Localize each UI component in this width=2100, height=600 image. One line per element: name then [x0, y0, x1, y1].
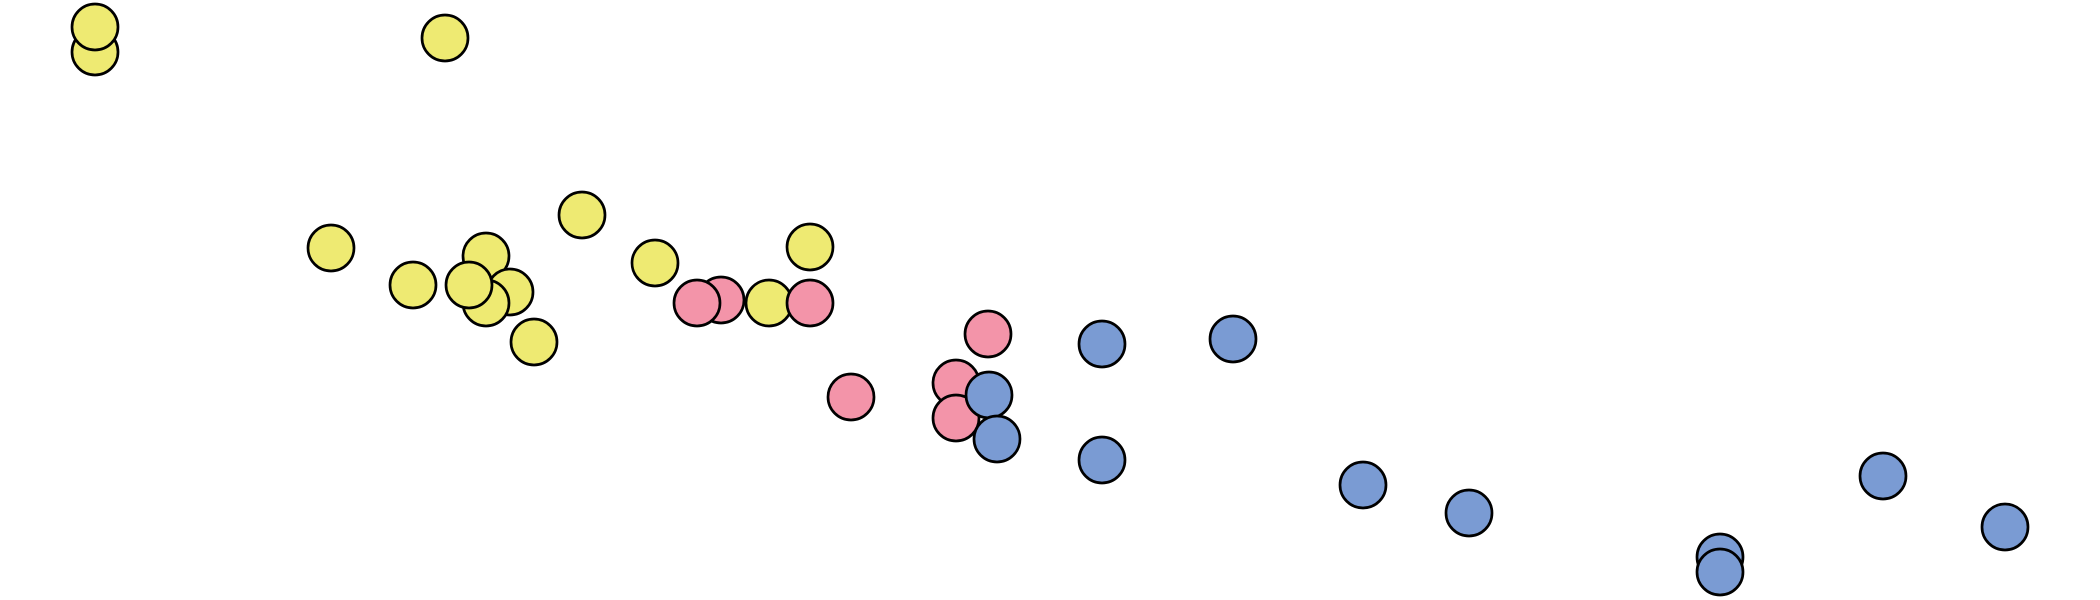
scatter-point-s2-2: [672, 278, 722, 328]
scatter-point-s1-2: [70, 2, 120, 52]
scatter-point-s3-7: [1444, 488, 1494, 538]
scatter-point-s3-6: [1338, 460, 1388, 510]
scatter-point-s2-7: [931, 393, 981, 443]
series-2: [672, 275, 1013, 443]
scatter-point-s2-5: [826, 372, 876, 422]
scatter-point-s2-3: [785, 278, 835, 328]
scatter-point-s1-12: [630, 238, 680, 288]
scatter-point-s3-11: [1980, 502, 2030, 552]
scatter-point-s1-5: [388, 260, 438, 310]
series-1: [70, 2, 835, 367]
scatter-point-s3-3: [1077, 319, 1127, 369]
scatter-point-s3-5: [1077, 435, 1127, 485]
scatter-point-s3-10: [1858, 451, 1908, 501]
scatter-point-s2-4: [963, 309, 1013, 359]
scatter-point-s1-4: [306, 223, 356, 273]
scatter-point-s3-4: [1208, 314, 1258, 364]
scatter-point-s1-10: [509, 317, 559, 367]
series-3: [964, 314, 2030, 597]
scatter-point-s3-2: [972, 414, 1022, 464]
scatter-point-s1-13: [744, 278, 794, 328]
scatter-point-s1-3: [420, 13, 470, 63]
scatter-point-s1-9: [444, 260, 494, 310]
scatter-point-s1-11: [557, 190, 607, 240]
scatter-point-s3-1: [964, 370, 1014, 420]
scatter-point-s1-14: [785, 222, 835, 272]
scatter-point-s3-9: [1695, 547, 1745, 597]
